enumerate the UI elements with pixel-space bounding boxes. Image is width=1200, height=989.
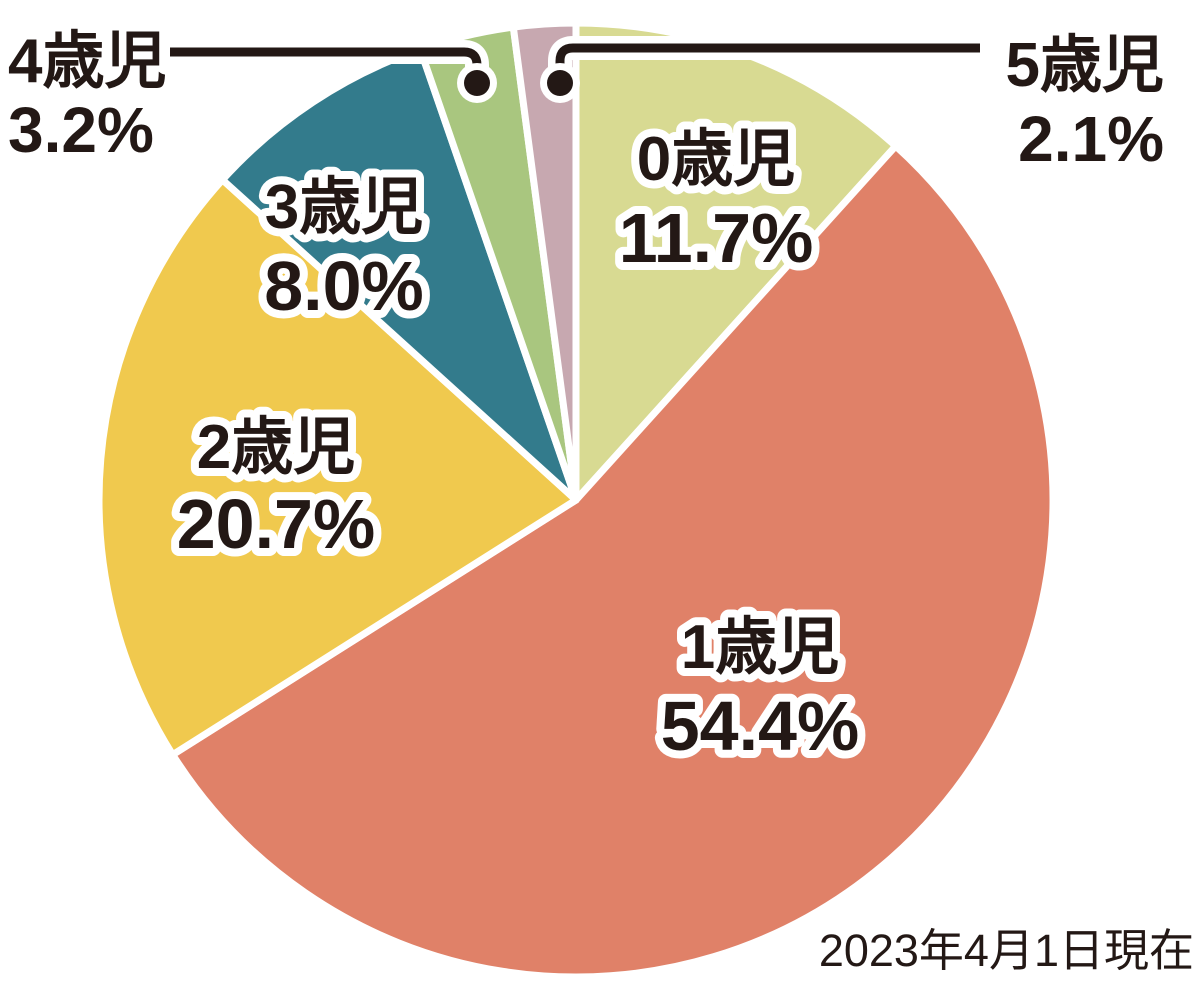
callout-dot-age-5 <box>547 70 573 96</box>
slice-label-age-0: 0歳児 <box>637 125 795 194</box>
slice-percent-age-1: 54.4% <box>661 687 859 765</box>
slice-label-age-5: 5歳児 <box>1006 31 1164 100</box>
pie-slice-age-2 <box>95 176 580 759</box>
callout-line-age-5 <box>555 43 980 78</box>
slice-percent-age-0: 11.7% <box>619 199 814 277</box>
slice-percent-age-4: 3.2% <box>8 94 154 166</box>
slice-label-age-1: 1歳児 <box>681 613 839 682</box>
slice-percent-age-5: 2.1% <box>1018 103 1164 175</box>
slice-percent-age-3: 8.0% <box>264 247 424 325</box>
slice-label-age-3: 3歳児 <box>265 173 423 242</box>
as-of-date-note: 2023年4月1日現在 <box>818 925 1194 976</box>
pie-slice-age-5 <box>509 19 580 504</box>
slice-label-age-2: 2歳児 <box>197 413 355 482</box>
slice-percent-age-2: 20.7% <box>177 485 375 563</box>
pie-slice-age-1 <box>169 142 1057 981</box>
callout-dot-age-4 <box>464 70 490 96</box>
slice-label-age-4: 4歳児 <box>8 27 166 96</box>
